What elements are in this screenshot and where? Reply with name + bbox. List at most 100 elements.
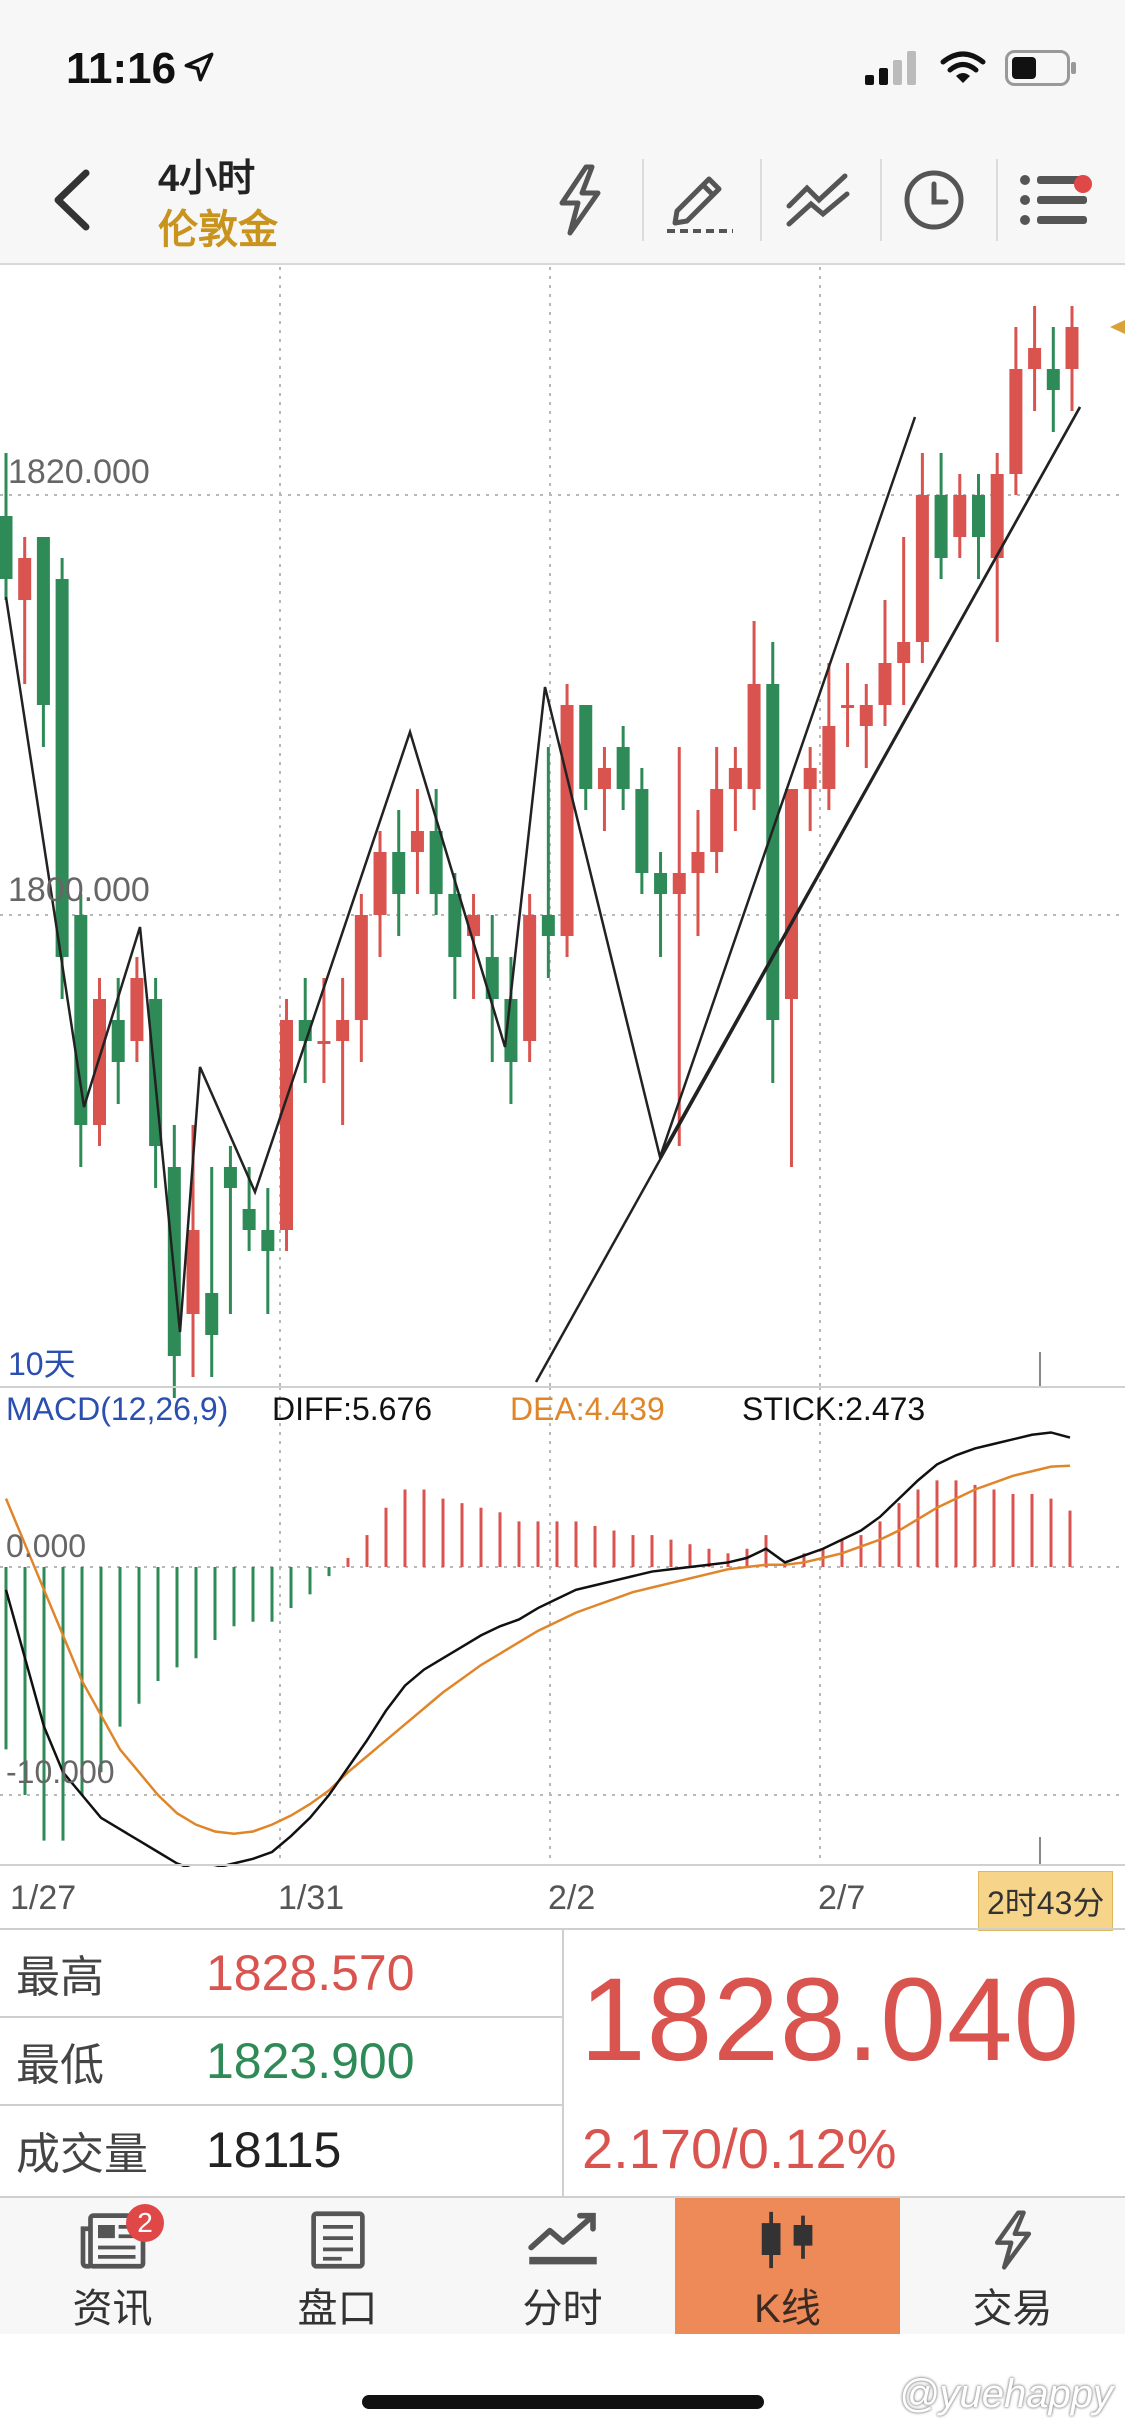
candle-body bbox=[186, 1230, 200, 1314]
lightning-tool-button[interactable] bbox=[530, 155, 630, 245]
trend-line bbox=[658, 406, 1082, 1158]
candle-body bbox=[523, 915, 537, 1041]
candle-body bbox=[410, 831, 424, 852]
indicator-tool-button[interactable] bbox=[768, 155, 868, 245]
news-icon bbox=[80, 2213, 145, 2269]
instrument-name[interactable]: 伦敦金 bbox=[158, 208, 278, 252]
candle-body bbox=[841, 705, 855, 708]
candle-body bbox=[261, 1230, 275, 1251]
time-tool-button[interactable] bbox=[884, 155, 984, 245]
back-chevron-icon[interactable] bbox=[44, 165, 104, 235]
range-label: 10天 bbox=[8, 1346, 76, 1382]
candle-body bbox=[354, 915, 368, 1020]
candle-body bbox=[878, 663, 892, 705]
macd-tick-zero: 0.000 bbox=[6, 1528, 86, 1564]
candle-body bbox=[691, 852, 705, 873]
notification-dot bbox=[1074, 175, 1092, 193]
tab-kline[interactable]: K线 bbox=[675, 2198, 900, 2334]
macd-stick-label: STICK:2.473 bbox=[742, 1391, 925, 1427]
candle-body bbox=[953, 495, 967, 537]
divider bbox=[760, 159, 762, 241]
bottom-tab-bar: 2 资讯 盘口 分时 K线 交易 bbox=[0, 2198, 1125, 2334]
candle-body bbox=[897, 642, 911, 663]
cellular-signal-icon bbox=[865, 51, 916, 85]
macd-name: MACD(12,26,9) bbox=[6, 1391, 228, 1427]
zigzag-line bbox=[4, 416, 917, 1333]
last-price-marker bbox=[1110, 320, 1125, 334]
candle-body bbox=[317, 1041, 331, 1044]
quote-panel: 最高 1828.570 最低 1823.900 成交量 18115 1828.0… bbox=[0, 1928, 1125, 2200]
candle-body bbox=[822, 726, 836, 789]
divider bbox=[880, 159, 882, 241]
price-tick-1800: 1800.000 bbox=[8, 871, 150, 909]
candle-body bbox=[223, 1167, 237, 1188]
volume-label: 成交量 bbox=[16, 2130, 148, 2179]
candle-body bbox=[597, 768, 611, 789]
candle-body bbox=[579, 705, 593, 789]
indicator-lines-icon bbox=[786, 173, 850, 227]
candle-body bbox=[747, 684, 761, 789]
price-change: 2.170/0.12% bbox=[582, 2117, 897, 2180]
candle-countdown: 2时43分 bbox=[978, 1871, 1114, 1931]
macd-panel bbox=[0, 1431, 1125, 1867]
candle-body bbox=[672, 873, 686, 894]
low-label: 最低 bbox=[16, 2041, 104, 2090]
low-value: 1823.900 bbox=[206, 2033, 415, 2089]
candle-body bbox=[803, 768, 817, 789]
tab-label: K线 bbox=[754, 2287, 821, 2331]
date-label: 1/31 bbox=[278, 1879, 345, 1917]
home-indicator[interactable] bbox=[362, 2395, 764, 2409]
tab-news[interactable]: 2 资讯 bbox=[0, 2198, 225, 2334]
candle-body bbox=[18, 558, 32, 600]
menu-list-icon bbox=[1020, 175, 1087, 225]
candle-body bbox=[0, 516, 13, 579]
status-time: 11:16 bbox=[66, 44, 177, 93]
tab-timeshare[interactable]: 分时 bbox=[450, 2198, 675, 2334]
macd-diff-label: DIFF:5.676 bbox=[272, 1391, 432, 1427]
period-title[interactable]: 4小时 bbox=[158, 158, 256, 200]
candle-body bbox=[392, 852, 406, 894]
divider bbox=[996, 159, 998, 241]
candle-body bbox=[990, 474, 1004, 558]
candlestick-icon bbox=[761, 2211, 812, 2269]
tab-label: 交易 bbox=[972, 2287, 1053, 2331]
menu-button[interactable] bbox=[1004, 155, 1104, 245]
candle-body bbox=[784, 789, 798, 999]
candle-body bbox=[1028, 348, 1042, 369]
tab-orderbook[interactable]: 盘口 bbox=[225, 2198, 450, 2334]
candle-body bbox=[1046, 369, 1060, 390]
user-trend-lines bbox=[4, 406, 1082, 1383]
watermark: @yuehappy bbox=[898, 2372, 1113, 2416]
high-value: 1828.570 bbox=[206, 1945, 415, 2001]
volume-value: 18115 bbox=[206, 2122, 342, 2178]
candle-body bbox=[336, 1020, 350, 1041]
divider bbox=[642, 159, 644, 241]
draw-tool-button[interactable] bbox=[650, 155, 750, 245]
kline-chart[interactable]: 1820.000 1800.000 10天 MACD(12,26,9) DIFF… bbox=[0, 267, 1125, 1931]
macd-dea-label: DEA:4.439 bbox=[510, 1391, 665, 1427]
candle-body bbox=[205, 1293, 219, 1335]
orderbook-icon bbox=[310, 2211, 365, 2269]
location-arrow-icon bbox=[184, 52, 214, 82]
price-tick-1820: 1820.000 bbox=[8, 453, 150, 491]
candle-body bbox=[130, 978, 144, 1041]
candle-body bbox=[1065, 327, 1079, 369]
candle-body bbox=[485, 957, 499, 999]
draw-pen-icon bbox=[667, 176, 733, 233]
candle-body bbox=[111, 1020, 125, 1062]
date-label: 1/27 bbox=[10, 1879, 77, 1917]
date-label: 2/7 bbox=[818, 1879, 866, 1917]
candle-body bbox=[616, 747, 630, 789]
candle-body bbox=[859, 705, 873, 726]
tab-trade[interactable]: 交易 bbox=[900, 2198, 1125, 2334]
macd-tick-neg10: -10.000 bbox=[6, 1754, 115, 1790]
chart-canvas[interactable]: 1820.000 1800.000 10天 MACD(12,26,9) DIFF… bbox=[0, 267, 1125, 1867]
last-price: 1828.040 bbox=[580, 1954, 1081, 2086]
candle-body bbox=[55, 579, 69, 957]
status-bar: 11:16 bbox=[0, 0, 1125, 135]
tab-label: 分时 bbox=[522, 2287, 603, 2331]
news-badge: 2 bbox=[126, 2204, 164, 2242]
divider bbox=[562, 1930, 564, 2200]
candle-body bbox=[710, 789, 724, 852]
candle-body bbox=[654, 873, 668, 894]
